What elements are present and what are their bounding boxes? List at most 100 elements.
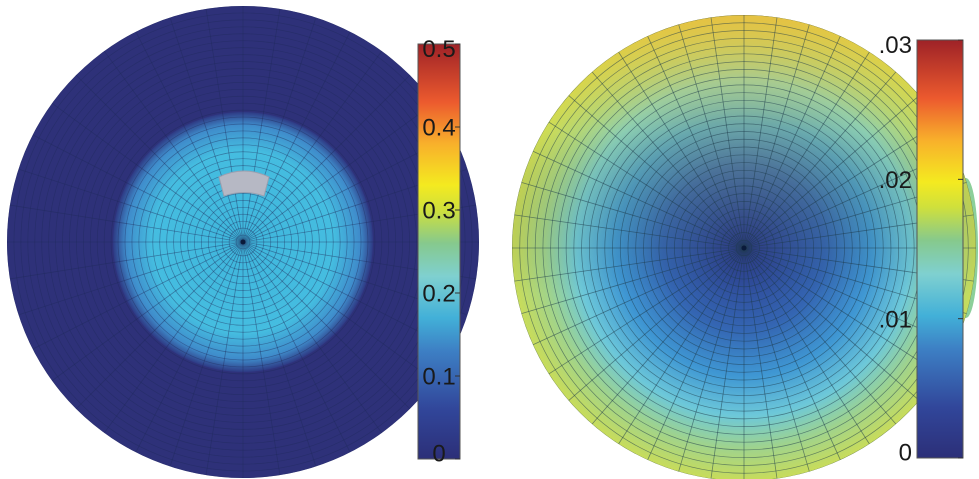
plot1-mesh-spoke xyxy=(32,134,244,243)
colorbar-2-bar xyxy=(916,39,964,459)
plot1-mesh-ring xyxy=(69,68,417,416)
plot2-mesh-ring xyxy=(588,92,900,404)
colorbar-1-ticks: 0.5 0.4 0.3 0.2 0.1 0 xyxy=(422,36,460,467)
plot1-mesh-ring xyxy=(207,206,279,278)
plot2-mesh-ring xyxy=(681,185,807,311)
plot1-mesh xyxy=(7,6,479,478)
plot1-mesh-spoke xyxy=(242,17,317,243)
plot1-mesh-spoke xyxy=(242,50,383,243)
plot1-mesh-spoke xyxy=(242,241,383,434)
colorbar-2-tick-label: .02 xyxy=(879,167,912,194)
plot1-mesh-ring xyxy=(228,227,258,257)
plot2-mesh-ring xyxy=(596,100,892,396)
plot1-mesh-spoke xyxy=(169,241,244,467)
colorbar-2: .03 .02 .01 0 xyxy=(879,32,964,466)
plot1-mesh-spoke xyxy=(103,241,244,434)
plot1-mesh-spoke xyxy=(51,102,244,243)
plot1-mesh-spoke xyxy=(205,8,244,243)
plot2-mesh-ring xyxy=(612,115,876,381)
colorbar-2-tick-label: 0 xyxy=(899,439,912,466)
colorbar-1-tick-label: 0.4 xyxy=(422,115,455,142)
colorbar-1-tick-label: 0.3 xyxy=(422,198,455,225)
plot1-mesh-spoke xyxy=(242,241,317,467)
plot1-mesh-ring xyxy=(103,102,383,382)
plot2-mesh-ring xyxy=(720,224,768,272)
plot1-mesh-ring xyxy=(235,234,251,250)
plot2-mesh-ring xyxy=(619,123,869,373)
plot2-center-point xyxy=(741,245,747,251)
plot2-mesh-ring xyxy=(712,216,776,280)
plot2-mesh-ring xyxy=(627,131,861,365)
colorbar-2-ticks: .03 .02 .01 0 xyxy=(879,32,963,466)
colorbar-1-tick-label: 0.2 xyxy=(422,281,455,308)
plot2-mesh-ring xyxy=(728,232,760,264)
plot2-mesh-ring xyxy=(704,208,784,288)
plot1-mesh-spoke xyxy=(242,74,411,243)
plot2-mesh-ring xyxy=(658,162,830,334)
plot2-mesh-ring xyxy=(519,22,969,474)
plot1-center-point xyxy=(240,239,246,245)
plot1-mesh-ring xyxy=(124,123,362,361)
plot1-mesh-ring xyxy=(110,109,376,375)
plot1-mesh-spoke xyxy=(242,241,435,382)
plot1-mesh-ring xyxy=(117,116,369,368)
plot1-mesh-spoke xyxy=(205,241,244,476)
plot1-mesh-ring xyxy=(76,75,410,409)
plot1-mesh-ring xyxy=(89,88,397,396)
plot1-mesh-ring xyxy=(83,82,403,402)
colorbar-2-tick-label: .03 xyxy=(879,32,912,59)
plot1-mesh-spoke xyxy=(9,241,244,280)
plot2-mesh-ring xyxy=(666,169,822,327)
plot1-mesh-ring xyxy=(145,144,341,340)
plot1-mesh-ring xyxy=(131,130,355,354)
plot1-mesh-ring xyxy=(201,200,285,284)
plot1-mesh-spoke xyxy=(242,241,281,476)
colorbar-1-tick-label: 0.1 xyxy=(422,364,455,391)
plot1-mesh-ring xyxy=(159,158,327,326)
plot1-mesh-spoke xyxy=(242,8,281,243)
plot1-mesh-spoke xyxy=(242,102,435,243)
plot2-mesh-ring xyxy=(697,201,791,295)
plot2-mesh-ring xyxy=(674,177,814,319)
plot2-mesh-ring xyxy=(581,84,907,412)
polar-plot-1 xyxy=(7,6,479,478)
plot1-mesh-spoke xyxy=(32,241,244,350)
plot1-mesh-spoke xyxy=(75,74,244,243)
colorbar-1-bar xyxy=(417,43,461,460)
plot2-mesh-ring xyxy=(735,239,753,257)
plot1-mesh-ring xyxy=(214,213,272,271)
plot1-mesh-spoke xyxy=(242,241,351,453)
plot1-mesh-ring xyxy=(13,12,473,472)
polar-plot-2 xyxy=(512,15,978,479)
plot1-mesh-spoke xyxy=(242,241,411,410)
plot2-mesh-ring xyxy=(650,154,838,342)
plot1-mesh-spoke xyxy=(103,50,244,243)
plot1-mesh-spoke xyxy=(135,241,244,453)
colorbar-1-tick-label: 0.5 xyxy=(422,36,455,63)
plot2-mesh-ring xyxy=(643,146,845,350)
plot1-mesh-ring xyxy=(138,137,348,347)
plot1-mesh-spoke xyxy=(18,241,244,316)
colorbar-1-tick-label: 0 xyxy=(432,440,445,467)
plot1-highlight-patch xyxy=(218,170,270,197)
plot1-mesh-spoke xyxy=(242,31,351,243)
plot2-mesh-ring xyxy=(604,107,884,389)
plot1-mesh-spoke xyxy=(18,168,244,243)
colorbar-2-tick-label: .01 xyxy=(879,306,912,333)
plot1-mesh-ring xyxy=(20,19,466,465)
plot1-mesh-ring xyxy=(96,95,390,389)
colorbar-1: 0.5 0.4 0.3 0.2 0.1 0 xyxy=(417,36,461,467)
plot1-mesh-spoke xyxy=(51,241,244,382)
plot2-mesh-ring xyxy=(689,193,799,303)
plot2-mesh-ring xyxy=(635,138,853,358)
plot1-mesh-ring xyxy=(194,193,292,291)
plot1-mesh-spoke xyxy=(135,31,244,243)
plot1-mesh-ring xyxy=(221,220,265,264)
plot2-mesh-ring xyxy=(573,76,915,420)
plot1-mesh-spoke xyxy=(75,241,244,410)
plot1-mesh-ring xyxy=(166,165,320,319)
plot1-mesh-spoke xyxy=(169,17,244,243)
plot1-mesh-ring xyxy=(152,151,334,333)
plot1-mesh-spoke xyxy=(9,204,244,243)
